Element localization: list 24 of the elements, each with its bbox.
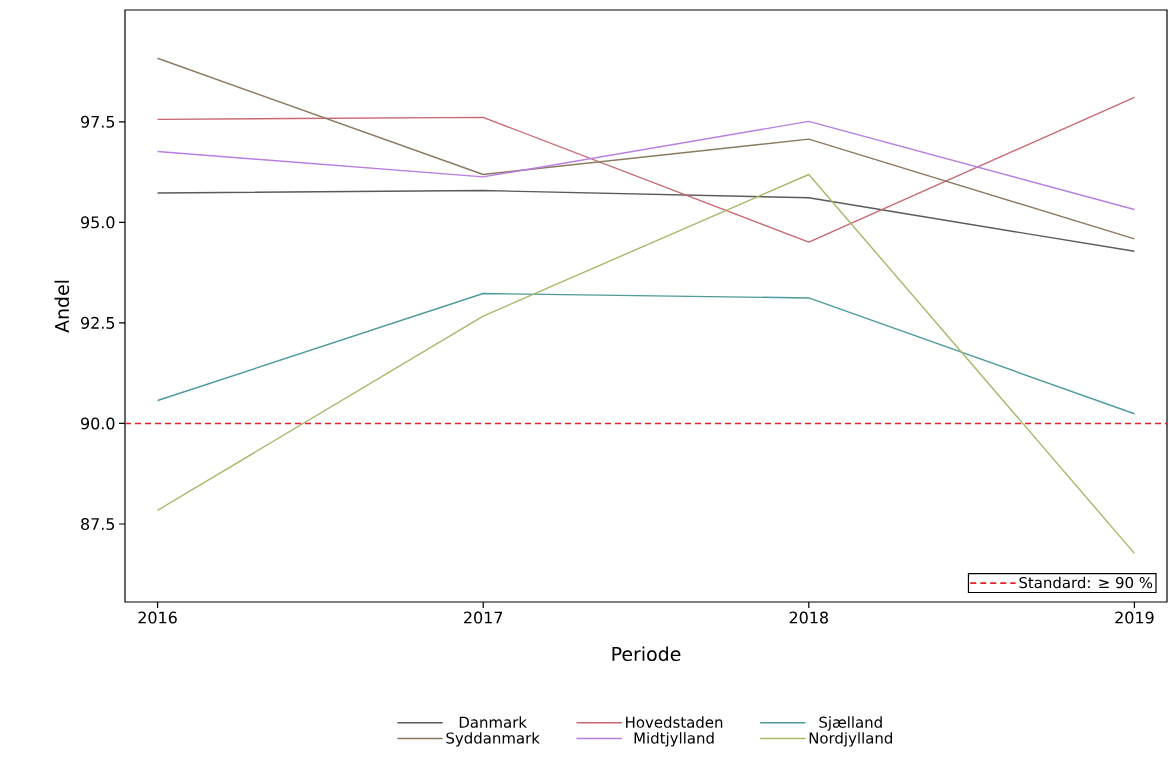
- y-tick-label: 90.0: [81, 417, 115, 430]
- y-axis-title: Andel: [54, 280, 70, 333]
- x-axis-title: Periode: [612, 646, 681, 662]
- y-tick-label: 97.5: [81, 115, 115, 128]
- line-series: [156, 96, 1136, 243]
- x-tick-label: 2017: [464, 611, 503, 624]
- legend-label: Nordjylland: [809, 732, 892, 747]
- y-tick-label: 95.0: [81, 216, 115, 229]
- y-tick-label: 92.5: [81, 316, 115, 329]
- line-series: [156, 120, 1136, 211]
- legend-label: Syddanmark: [446, 732, 540, 747]
- legend-label: Hovedstaden: [626, 716, 723, 728]
- line-series: [156, 57, 1136, 240]
- line-series: [156, 189, 1136, 252]
- legend-label: Sjælland: [819, 716, 882, 731]
- x-tick-label: 2018: [789, 611, 828, 624]
- line-series: [156, 173, 1136, 555]
- legend-label: Standard: ≥ 90 %: [1019, 576, 1153, 589]
- legend-label: Midtjylland: [634, 732, 714, 747]
- x-tick-label: 2019: [1115, 611, 1154, 624]
- x-tick-label: 2016: [138, 611, 177, 624]
- y-tick-label: 87.5: [81, 517, 115, 530]
- legend-label: Danmark: [459, 716, 527, 728]
- line-series: [156, 292, 1136, 415]
